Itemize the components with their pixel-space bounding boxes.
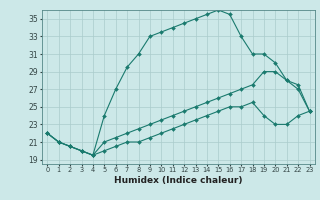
X-axis label: Humidex (Indice chaleur): Humidex (Indice chaleur)	[114, 176, 243, 185]
